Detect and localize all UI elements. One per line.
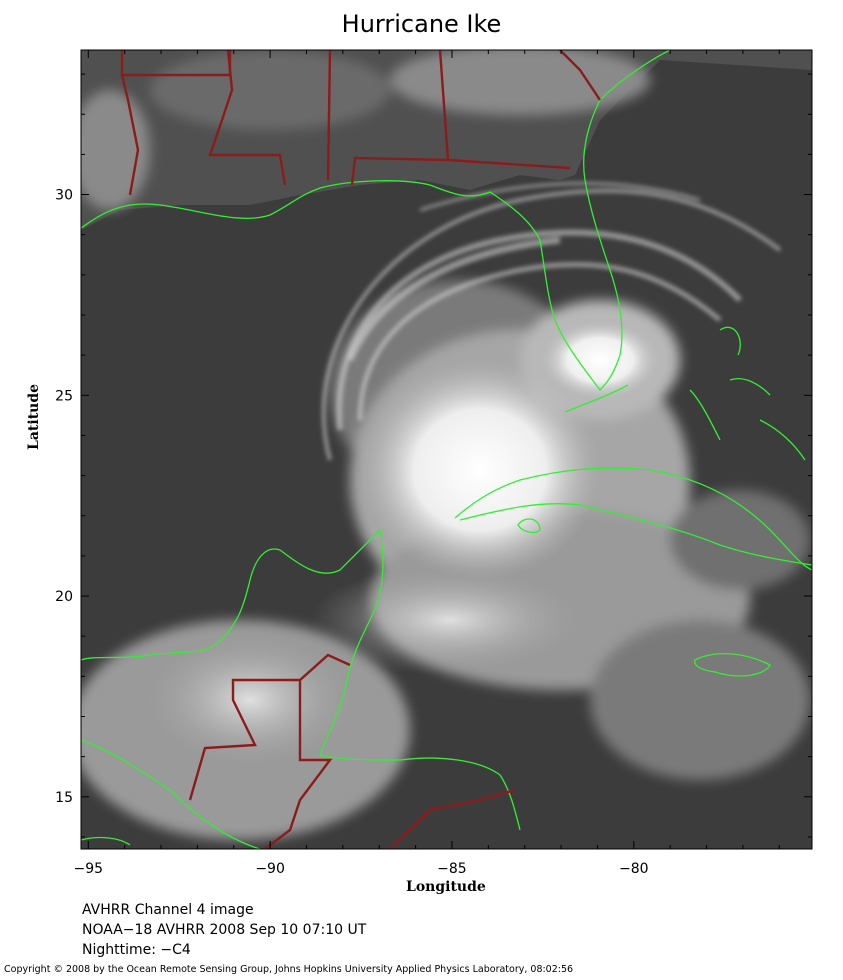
x-tick-label: −80	[619, 861, 649, 877]
hurricane-core	[360, 360, 600, 580]
y-tick-label: 25	[55, 388, 73, 404]
x-tick-label: −85	[437, 861, 467, 877]
gulf-coast-florida	[81, 50, 671, 391]
border-georgia-carolina	[559, 50, 601, 101]
y-tick-label: 20	[55, 589, 73, 605]
y-tick-label: 30	[55, 188, 73, 204]
map-title: Hurricane Ike	[341, 10, 502, 38]
border-belize-guatemala-honduras	[264, 680, 333, 849]
yucatan-coast-west	[81, 529, 381, 661]
yucatan-coast-east	[319, 529, 521, 831]
y-tick-label: 15	[55, 790, 73, 806]
pacific-coast-fragment	[81, 836, 131, 846]
x-axis-label: Longitude	[406, 879, 486, 895]
cloud-cell-florida	[540, 320, 660, 400]
border-louisiana-mississippi	[208, 50, 287, 186]
spiral-bands	[321, 181, 782, 461]
border-alabama-georgia	[350, 50, 571, 186]
border-mississippi-alabama	[326, 50, 332, 181]
satellite-imagery	[81, 50, 812, 849]
central-america-pacific-coast	[81, 739, 261, 849]
border-guatemala-mexico	[188, 653, 351, 801]
border-texas-louisiana	[120, 74, 140, 196]
jamaica	[694, 653, 771, 677]
border-honduras-nicaragua	[389, 788, 516, 849]
political-borders	[120, 50, 601, 849]
bahamas	[689, 326, 806, 461]
map-frame	[80, 49, 813, 850]
info-line-mode: Nighttime: −C4	[82, 942, 191, 958]
y-axis-tick-labels: 30 25 20 15	[55, 188, 73, 806]
coastlines	[81, 50, 812, 849]
x-axis-tick-labels: −95 −90 −85 −80	[74, 861, 649, 877]
florida-keys	[564, 384, 629, 413]
info-line-satellite-time: NOAA−18 AVHRR 2008 Sep 10 07:10 UT	[82, 922, 367, 938]
axis-ticks	[81, 50, 812, 849]
cloud-band-south	[310, 565, 590, 675]
cuba-south-coast	[459, 503, 812, 566]
cuba-north-coast	[454, 467, 812, 571]
y-axis-label: Latitude	[26, 383, 42, 450]
x-tick-label: −90	[255, 861, 285, 877]
info-line-sensor: AVHRR Channel 4 image	[82, 902, 254, 918]
copyright-notice: Copyright © 2008 by the Ocean Remote Sen…	[4, 964, 574, 975]
isle-of-youth	[517, 518, 541, 534]
x-tick-label: −95	[74, 861, 104, 877]
cloud-cell-central-america	[140, 630, 360, 770]
